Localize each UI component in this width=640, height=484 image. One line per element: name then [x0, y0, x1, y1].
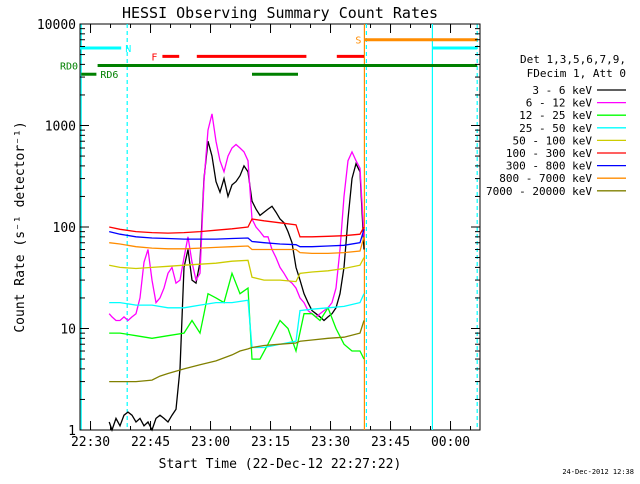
flag-label: N	[125, 44, 131, 55]
series-line	[108, 113, 365, 322]
legend-entry-label: 25 - 50 keV	[519, 122, 592, 135]
flag-label: F	[151, 52, 157, 63]
x-tick-label: 23:45	[371, 435, 410, 450]
series-line	[109, 257, 365, 283]
legend-header-line-1: Det 1,3,5,6,7,9,	[520, 53, 626, 66]
x-tick-label: 23:15	[251, 435, 290, 450]
plot-area	[79, 23, 481, 431]
legend-entry-label: 6 - 12 keV	[526, 97, 593, 110]
x-tick-label: 00:00	[431, 435, 470, 450]
x-tick-label: 23:00	[191, 435, 230, 450]
legend: Det 1,3,5,6,7,9, FDecim 1, Att 0 3 - 6 k…	[486, 53, 626, 198]
x-tick-label: 23:30	[311, 435, 350, 450]
y-tick-label: 1	[68, 424, 76, 439]
legend-header-line-2: FDecim 1, Att 0	[527, 67, 626, 80]
legend-entry-label: 300 - 800 keV	[506, 160, 592, 173]
y-tick-label: 10	[60, 323, 76, 338]
flag-label: RD6	[100, 70, 118, 81]
legend-entry-label: 12 - 25 keV	[519, 109, 592, 122]
plot-border	[79, 23, 481, 431]
series-line	[109, 293, 365, 349]
flag-bars: N F S RD0 RD6	[60, 36, 478, 81]
chart-title: HESSI Observing Summary Count Rates	[122, 4, 438, 22]
series-line	[109, 229, 365, 248]
series-line	[109, 320, 365, 383]
legend-entry-label: 3 - 6 keV	[532, 84, 592, 97]
series-line	[109, 218, 365, 238]
x-axis-label: Start Time (22-Dec-12 22:27:22)	[159, 457, 402, 472]
x-tick-label: 22:45	[131, 435, 170, 450]
legend-entry-label: 100 - 300 keV	[506, 147, 592, 160]
y-tick-label: 1000	[45, 120, 76, 135]
flag-label: RD0	[60, 62, 78, 73]
flag-label: S	[355, 36, 361, 47]
legend-entry-label: 7000 - 20000 keV	[486, 185, 592, 198]
y-axis-label: Count Rate (s⁻¹ detector⁻¹)	[13, 121, 28, 332]
legend-entry-label: 50 - 100 keV	[513, 134, 593, 147]
series-line	[109, 236, 365, 255]
axes: 1 10 100 1000 10000 22:30 22:45 23:00 23:15 23:30…	[37, 18, 480, 450]
x-tick-label: 22:30	[71, 435, 110, 450]
footer-timestamp: 24-Dec-2012 12:38	[562, 468, 634, 476]
y-tick-label: 10000	[37, 18, 76, 33]
legend-entry-label: 800 - 7000 keV	[499, 172, 592, 185]
y-tick-label: 100	[53, 221, 76, 236]
